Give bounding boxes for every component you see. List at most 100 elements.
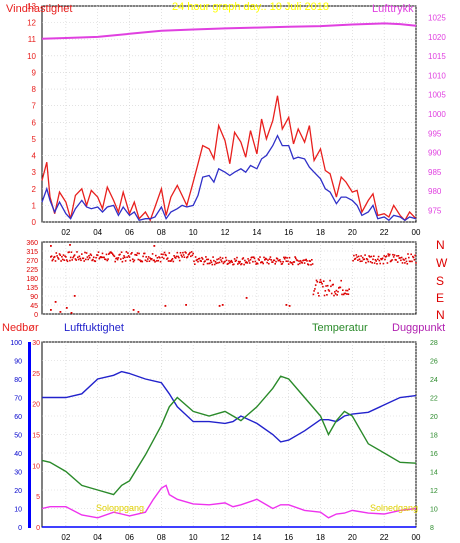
winddir-point — [233, 263, 235, 266]
winddir-point — [313, 290, 315, 292]
winddir-point — [65, 259, 68, 261]
winddir-point — [206, 262, 209, 265]
winddir-point — [116, 257, 118, 259]
winddir-point — [219, 256, 222, 259]
winddir-point — [295, 257, 297, 260]
winddir-point — [164, 305, 167, 307]
winddir-point — [128, 256, 131, 258]
right-tick-label: 1005 — [428, 91, 446, 100]
winddir-point — [335, 289, 338, 292]
winddir-point — [137, 311, 140, 313]
winddir-point — [224, 260, 226, 263]
winddir-point — [237, 263, 239, 265]
winddir-point — [278, 259, 280, 262]
winddir-point — [411, 260, 413, 263]
winddir-point — [393, 254, 396, 256]
winddir-point — [330, 285, 332, 288]
winddir-point — [246, 262, 249, 264]
winddir-point — [57, 256, 59, 259]
winddir-point — [396, 261, 399, 263]
winddir-point — [163, 257, 165, 260]
winddir-point — [108, 252, 111, 254]
winddir-point — [54, 301, 57, 303]
winddir-point — [286, 257, 288, 259]
winddir-point — [112, 254, 115, 257]
winddir-point — [241, 258, 244, 260]
left-tick-label: 8 — [32, 85, 37, 94]
temp-tick-label: 12 — [430, 488, 438, 495]
winddir-point — [388, 255, 390, 257]
winddir-point — [325, 285, 327, 287]
winddir-point — [373, 262, 376, 264]
winddir-point — [155, 254, 157, 257]
winddir-point — [406, 263, 409, 265]
panel-wind-pressure: 0123456789101112139759809859909951000100… — [6, 1, 446, 237]
winddir-point — [290, 262, 292, 264]
temp-tick-label: 20 — [430, 414, 438, 421]
winddir-point — [274, 263, 276, 265]
winddir-point — [190, 255, 192, 258]
winddir-point — [144, 259, 147, 262]
series-line-vindhastighet — [41, 95, 417, 222]
winddir-point — [92, 258, 94, 261]
winddir-point — [366, 258, 369, 261]
winddir-point — [216, 258, 218, 261]
rain-tick-label: 30 — [14, 470, 22, 477]
winddir-point — [91, 259, 93, 262]
winddir-point — [194, 263, 196, 265]
winddir-point — [403, 259, 405, 261]
winddir-point — [213, 263, 216, 266]
x-tick-label: 16 — [284, 228, 293, 237]
winddir-point — [165, 254, 167, 257]
winddir-point — [348, 288, 350, 290]
winddir-point — [404, 257, 407, 260]
series-line-duggpunkt — [41, 484, 417, 519]
winddir-point — [129, 259, 132, 262]
winddir-point — [98, 257, 101, 260]
winddir-point — [317, 292, 319, 294]
winddir-point — [409, 260, 412, 263]
winddir-point — [395, 259, 397, 261]
winddir-point — [81, 253, 83, 255]
right-tick-label: 985 — [428, 168, 442, 177]
winddir-point — [133, 259, 136, 262]
temp-tick-label: 24 — [430, 377, 438, 384]
winddir-point — [322, 280, 325, 282]
x-tick-label: 14 — [252, 533, 261, 542]
winddir-point — [268, 258, 271, 260]
x-tick-label: 14 — [252, 228, 261, 237]
humidity-tick-label: 25 — [32, 371, 40, 378]
winddir-point — [291, 263, 294, 266]
left-tick-label: 13 — [27, 2, 36, 11]
winddir-point — [244, 259, 246, 262]
left-tick-label: 1 — [32, 201, 37, 210]
winddir-point — [400, 259, 402, 262]
winddir-point — [392, 256, 395, 258]
rain-tick-label: 90 — [14, 359, 22, 366]
winddir-point — [388, 253, 391, 256]
winddir-point — [61, 258, 64, 261]
winddir-point — [321, 283, 323, 285]
rain-tick-label: 70 — [14, 396, 22, 403]
rain-tick-label: 10 — [14, 507, 22, 514]
winddir-point — [87, 258, 89, 261]
winddir-point — [385, 255, 388, 257]
winddir-point — [210, 261, 213, 264]
winddir-point — [220, 259, 222, 261]
x-tick-label: 02 — [61, 533, 70, 542]
winddir-point — [121, 260, 124, 263]
winddir-point — [283, 258, 286, 260]
winddir-point — [73, 255, 75, 258]
winddir-point — [186, 256, 189, 258]
winddir-point — [211, 263, 214, 266]
winddir-point — [293, 261, 296, 263]
x-tick-label: 10 — [189, 228, 198, 237]
left-tick-label: 0 — [32, 218, 37, 227]
humidity-label: Luftfuktighet — [64, 322, 124, 334]
winddir-point — [266, 261, 268, 264]
winddir-point — [108, 253, 110, 255]
wind-speed-label: Vindhastighet — [6, 3, 72, 15]
winddir-point — [245, 297, 248, 299]
left-tick-label: 7 — [32, 102, 37, 111]
right-tick-label: 995 — [428, 129, 442, 138]
